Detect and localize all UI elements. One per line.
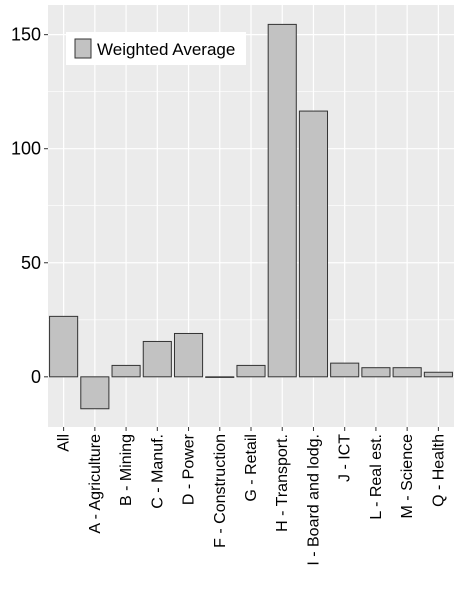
x-axis: All A - Agriculture B - Mining C - Manuf. D … — [56, 427, 447, 566]
bar — [80, 376, 110, 410]
x-tick-label: F - Construction — [212, 434, 229, 548]
x-tick-label: M - Science — [399, 434, 416, 519]
x-tick-label: G - Retail — [243, 434, 260, 502]
bars — [49, 23, 453, 410]
legend-label: Weighted Average — [97, 40, 235, 59]
y-tick-label: 100 — [11, 139, 41, 159]
legend-box — [66, 32, 246, 65]
x-tick-label: H - Transport. — [274, 434, 291, 532]
bar — [267, 23, 297, 378]
bar — [298, 110, 329, 378]
bar — [423, 371, 453, 378]
bar — [142, 340, 172, 378]
x-tick-label: D - Power — [181, 433, 198, 505]
x-tick-label: C - Manuf. — [149, 434, 166, 509]
bar — [361, 367, 391, 378]
x-tick-label: Q - Health — [430, 434, 447, 507]
legend: Weighted Average — [66, 32, 246, 65]
x-tick-label: B - Mining — [118, 434, 135, 506]
x-tick-label: I - Board and lodg. — [305, 434, 322, 566]
y-tick-label: 50 — [21, 253, 41, 273]
bar — [205, 376, 235, 378]
x-tick-label: All — [56, 434, 73, 452]
bar — [111, 364, 141, 378]
legend-key — [74, 38, 92, 59]
bar — [330, 362, 360, 378]
bar — [173, 332, 204, 378]
bar — [236, 364, 266, 378]
y-tick-label: 0 — [31, 367, 41, 387]
bar — [392, 367, 422, 378]
bar — [49, 315, 79, 378]
x-tick-label: L - Real est. — [368, 434, 385, 520]
x-tick-label: A - Agriculture — [87, 434, 104, 534]
x-tick-label: J - ICT — [337, 434, 354, 482]
y-axis: 0 50 100 150 — [11, 25, 48, 387]
y-tick-label: 150 — [11, 25, 41, 45]
